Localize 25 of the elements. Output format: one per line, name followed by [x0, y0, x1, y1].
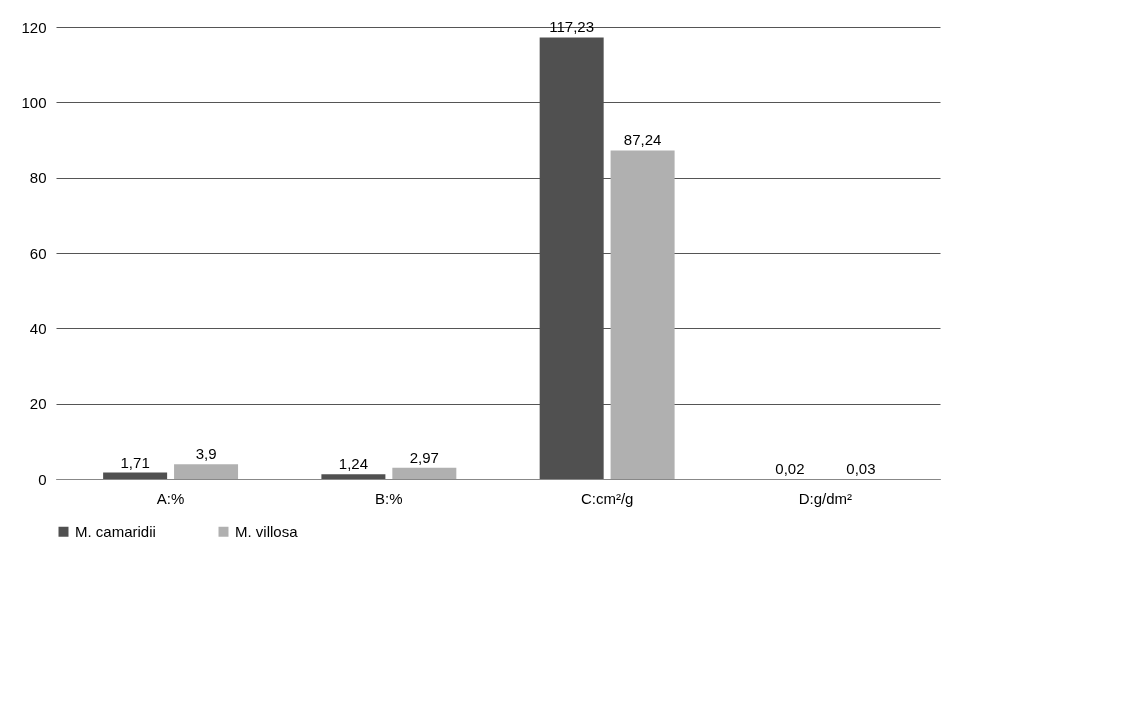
- legend-label: M. villosa: [235, 522, 299, 540]
- x-tick-label: B:%: [375, 489, 403, 507]
- bar: [610, 150, 675, 479]
- y-tick-label: 60: [29, 244, 47, 262]
- data-label: 1,71: [120, 453, 150, 471]
- data-label: 2,97: [409, 448, 439, 466]
- x-tick-label: A:%: [156, 489, 185, 507]
- x-tick-label: D:g/dm²: [798, 489, 853, 507]
- y-tick-label: 100: [21, 93, 47, 111]
- y-tick-label: 20: [29, 395, 47, 413]
- bar: [392, 467, 457, 479]
- bar: [321, 474, 386, 479]
- data-label: 1,24: [338, 455, 368, 473]
- y-tick-label: 0: [38, 470, 47, 488]
- x-tick-label: C:cm²/g: [580, 489, 634, 507]
- data-label: 0,03: [846, 459, 876, 477]
- y-tick-label: 120: [21, 18, 47, 36]
- data-label: 0,02: [775, 459, 805, 477]
- data-label: 87,24: [623, 131, 662, 149]
- bar: [174, 464, 239, 479]
- legend-label: M. camaridii: [75, 522, 156, 540]
- y-tick-label: 40: [29, 319, 47, 337]
- bar: [103, 472, 168, 479]
- data-label: 3,9: [195, 445, 217, 463]
- y-tick-label: 80: [29, 169, 47, 187]
